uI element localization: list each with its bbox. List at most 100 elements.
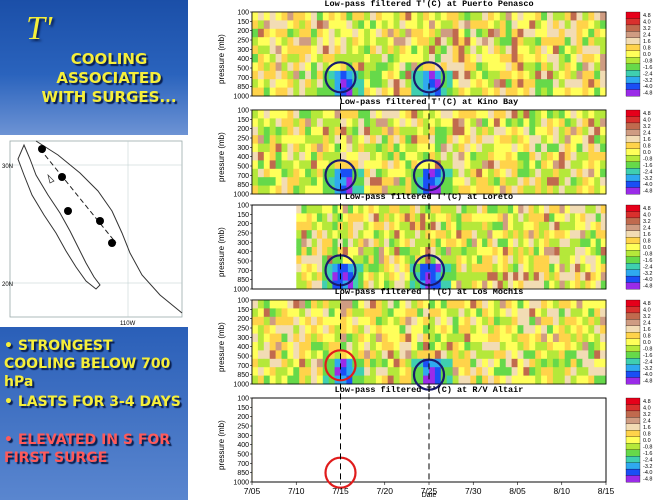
heatmap-cell <box>306 213 313 223</box>
heatmap-cell <box>600 300 607 309</box>
heatmap-cell <box>363 230 369 239</box>
heatmap-cell <box>547 118 554 128</box>
heatmap-cell <box>529 70 536 80</box>
heatmap-cell <box>594 358 601 368</box>
heatmap-cell <box>252 143 259 153</box>
heatmap-cell <box>434 45 442 55</box>
heatmap-cell <box>399 308 406 318</box>
colorbar-swatch <box>625 57 641 65</box>
heatmap-cell <box>594 87 601 97</box>
heatmap-cell <box>287 375 294 385</box>
heatmap-cell <box>257 375 265 385</box>
heatmap-cell <box>511 308 518 318</box>
heatmap-cell <box>352 12 359 21</box>
heatmap-cell <box>590 255 597 265</box>
heatmap-cell <box>575 247 581 256</box>
heatmap-cell <box>600 213 607 223</box>
y-tick-label: 300 <box>237 240 249 247</box>
heatmap-cell <box>363 280 369 290</box>
heatmap-cell <box>523 308 530 318</box>
heatmap-cell <box>347 221 354 231</box>
heatmap-cell <box>594 375 601 385</box>
heatmap-cell <box>523 350 530 360</box>
heatmap-cell <box>488 185 495 195</box>
heatmap-cell <box>387 45 394 55</box>
heatmap-cell <box>409 272 416 281</box>
colorbar-label: -4.0 <box>643 182 652 188</box>
heatmap-cell <box>269 300 276 309</box>
heatmap-cell <box>580 221 586 231</box>
colorbar-swatch <box>625 417 641 425</box>
colorbar-label: -1.6 <box>643 258 652 264</box>
heatmap-cell <box>538 272 545 281</box>
heatmap-cell <box>281 375 288 385</box>
heatmap-cell <box>511 375 518 385</box>
heatmap-cell <box>364 350 371 360</box>
heatmap-cell <box>470 342 477 351</box>
heatmap-cell <box>558 333 566 343</box>
heatmap-cell <box>411 12 418 21</box>
heatmap-cell <box>311 263 318 273</box>
heatmap-cell <box>405 152 412 161</box>
heatmap-cell <box>263 118 271 128</box>
heatmap-cell <box>558 87 566 97</box>
heatmap-cell <box>558 350 566 360</box>
y-tick-label: 500 <box>237 66 249 73</box>
heatmap-cell <box>405 177 412 186</box>
heatmap-cell <box>411 152 418 161</box>
colorbar-label: -4.8 <box>643 379 652 385</box>
colorbar-label: 0.0 <box>643 245 651 251</box>
heatmap-cell <box>547 152 554 161</box>
heatmap-cell <box>417 308 424 318</box>
heatmap-cell <box>305 375 312 385</box>
heatmap-cell <box>547 367 554 376</box>
heatmap-cell <box>505 300 512 309</box>
heatmap-cell <box>322 28 330 38</box>
heatmap-cell <box>529 177 536 186</box>
heatmap-cell <box>316 247 323 256</box>
heatmap-cell <box>370 333 377 343</box>
heatmap-cell <box>576 37 583 46</box>
heatmap-cell <box>505 20 512 30</box>
heatmap-cell <box>511 350 518 360</box>
heatmap-cell <box>547 79 554 88</box>
heatmap-cell <box>482 308 489 318</box>
heatmap-cell <box>446 70 453 80</box>
heatmap-cell <box>558 316 566 326</box>
heatmap-cell <box>547 54 554 63</box>
heatmap-cell <box>513 213 519 223</box>
heatmap-cell <box>332 213 338 223</box>
heatmap-cell <box>322 135 330 144</box>
heatmap-cell <box>488 350 495 360</box>
heatmap-cell <box>476 54 483 63</box>
heatmap-cell <box>328 367 335 376</box>
heatmap-cell <box>535 316 542 326</box>
heatmap-cell <box>342 213 349 223</box>
heatmap-cell <box>257 308 265 318</box>
heatmap-cell <box>269 70 276 80</box>
heatmap-cell <box>511 135 518 144</box>
heatmap-cell <box>440 62 448 72</box>
heatmap-cell <box>358 160 365 170</box>
heatmap-cell <box>263 300 271 309</box>
heatmap-cell <box>263 350 271 360</box>
heatmap-cell <box>281 160 288 170</box>
heatmap-cell <box>429 333 436 343</box>
heatmap-cell <box>263 54 271 63</box>
heatmap-cell <box>429 45 436 55</box>
heatmap-cell <box>393 152 400 161</box>
heatmap-cell <box>470 135 477 144</box>
heatmap-cell <box>316 238 323 248</box>
heatmap-cell <box>552 12 560 21</box>
heatmap-cell <box>541 62 548 72</box>
heatmap-cell <box>446 185 453 195</box>
heatmap-cell <box>446 247 452 256</box>
heatmap-cell <box>452 168 459 178</box>
heatmap-cell <box>529 367 536 376</box>
heatmap-cell <box>511 87 518 97</box>
heatmap-cell <box>257 168 265 178</box>
y-tick-label: 150 <box>237 19 249 26</box>
heatmap-cell <box>275 12 282 21</box>
heatmap-cell <box>305 118 312 128</box>
heatmap-cell <box>399 87 406 97</box>
